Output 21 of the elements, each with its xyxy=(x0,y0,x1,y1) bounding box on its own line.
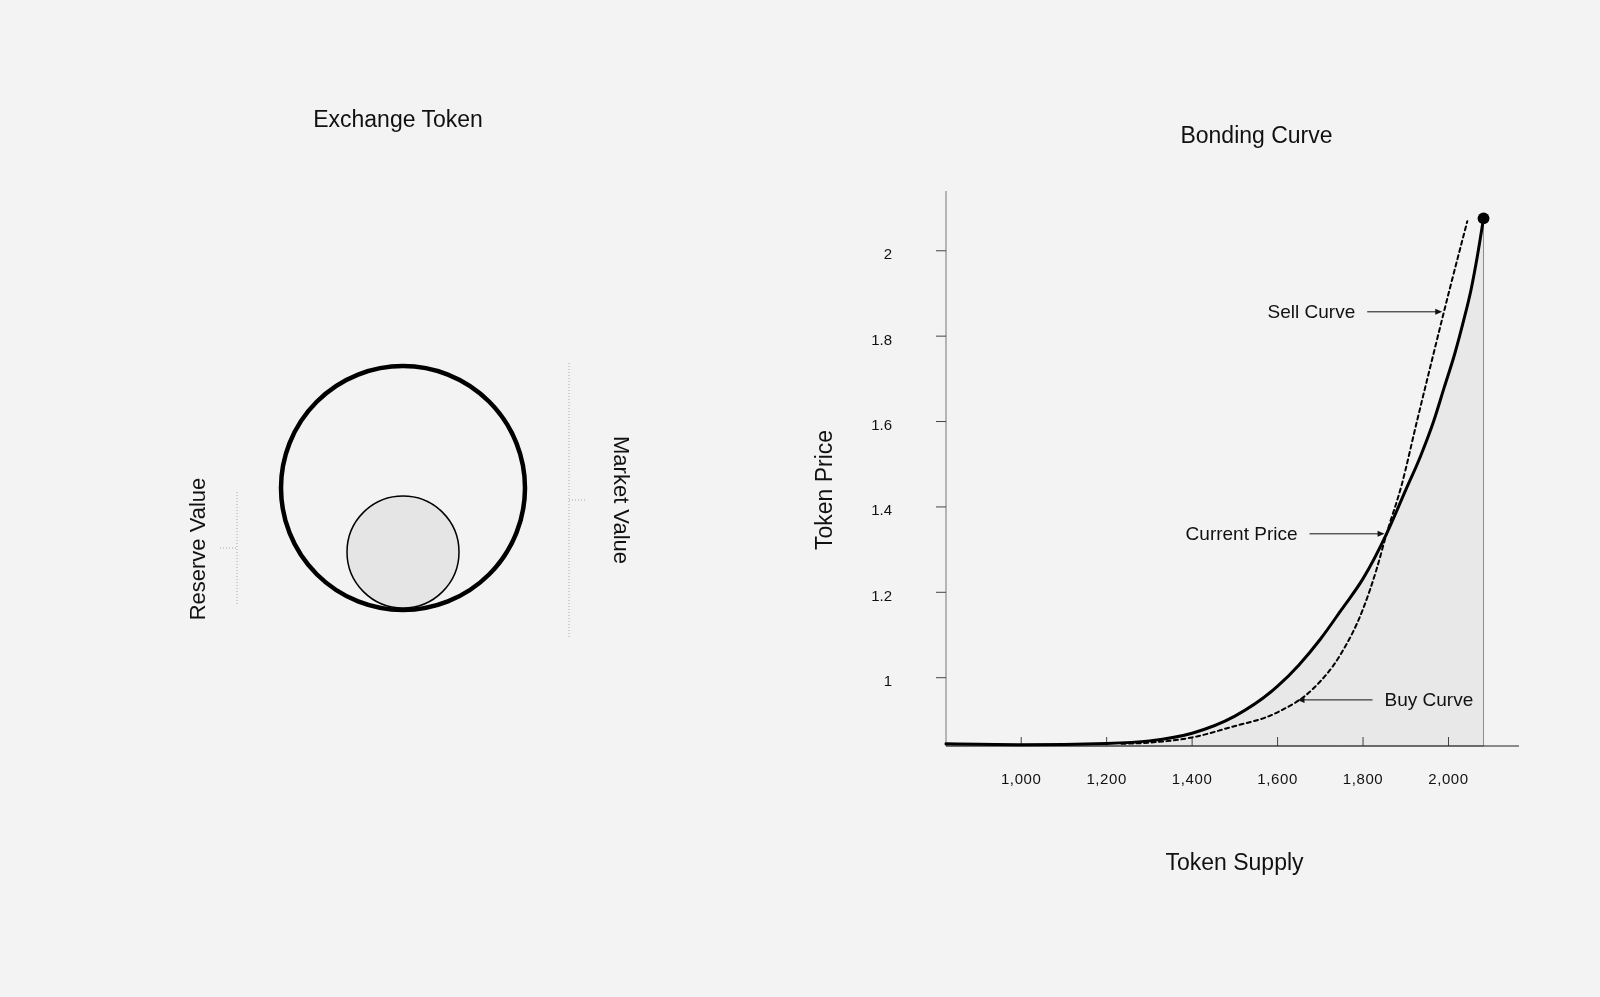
annotation: Sell Curve xyxy=(1267,301,1356,323)
annotation: Buy Curve xyxy=(1384,689,1474,711)
x-axis-title: Token Supply xyxy=(1165,849,1305,875)
x-tick-label: 2,000 xyxy=(1428,769,1469,787)
y-tick-label: 1.8 xyxy=(871,330,892,348)
x-tick-label: 1,600 xyxy=(1257,769,1298,787)
y-tick-label: 1 xyxy=(883,672,892,690)
x-tick-label: 1,800 xyxy=(1342,769,1384,787)
y-tick-label: 1.6 xyxy=(871,416,892,434)
annotation: Current Price xyxy=(1185,523,1298,545)
y-axis-title: Token Price xyxy=(811,429,837,551)
text: Exchange Token xyxy=(313,106,483,132)
y-tick-label: 2 xyxy=(883,245,892,263)
y-tick-label: 1.2 xyxy=(871,586,892,604)
chart-title: Bonding Curve xyxy=(1180,122,1333,148)
x-tick-label: 1,000 xyxy=(1000,769,1042,787)
text: Market Value xyxy=(608,436,634,564)
y-tick-label: 1.4 xyxy=(871,501,892,519)
x-tick-label: 1,200 xyxy=(1086,769,1127,787)
x-tick-label: 1,400 xyxy=(1171,769,1213,787)
text: Reserve Value xyxy=(184,477,210,621)
